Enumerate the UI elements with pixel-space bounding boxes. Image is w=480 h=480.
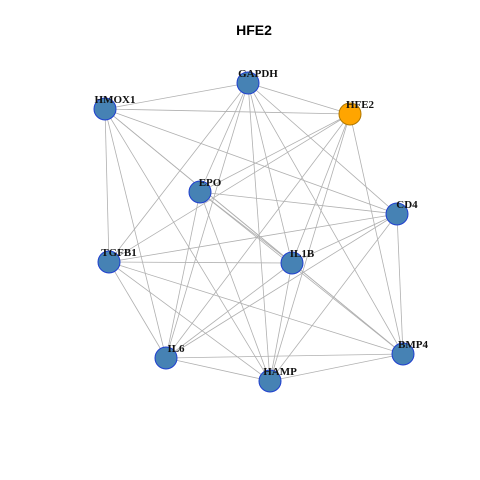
edge [247, 82, 398, 215]
edge [108, 261, 167, 359]
node-label: IL6 [167, 343, 185, 355]
node [258, 369, 282, 393]
edge [269, 113, 351, 382]
edge [199, 191, 271, 382]
edge [165, 82, 249, 359]
edge [199, 82, 249, 193]
edge [396, 213, 404, 355]
edge [108, 261, 404, 355]
edge [165, 191, 201, 359]
node-label: CD4 [396, 199, 418, 211]
node [93, 97, 117, 121]
edge [165, 113, 351, 359]
edge [104, 108, 167, 359]
edge [104, 82, 249, 110]
node [236, 71, 260, 95]
edge [349, 113, 404, 355]
node-label: IL1B [290, 248, 315, 260]
node-label: TGFB1 [101, 247, 136, 259]
node-label: GAPDH [238, 68, 278, 80]
node [338, 102, 362, 126]
edge [165, 213, 398, 359]
edge [269, 353, 404, 382]
node-label: HFE2 [346, 99, 375, 111]
node-label: HAMP [263, 366, 297, 378]
node [280, 251, 304, 275]
node [391, 342, 415, 366]
edge [247, 82, 404, 355]
title: HFE2 [236, 22, 272, 38]
edge [104, 108, 351, 115]
edge [104, 108, 398, 215]
edge [199, 191, 293, 264]
edge [247, 82, 271, 382]
node-label: BMP4 [398, 339, 428, 351]
edge [165, 353, 404, 359]
edge [247, 82, 351, 115]
nodes: GAPDH HMOX1 HFE2 EPO CD4 TGFB1 IL1B IL6 BMP4 HAMP [93, 68, 428, 393]
node [97, 250, 121, 274]
edge [269, 262, 293, 382]
node-label: HMOX1 [95, 94, 136, 106]
edge [199, 191, 398, 215]
node [385, 202, 409, 226]
edge [104, 108, 271, 382]
edges [104, 82, 404, 382]
edge [165, 357, 271, 382]
edge [108, 261, 293, 264]
node [154, 346, 178, 370]
edge [291, 262, 404, 355]
edge [108, 213, 398, 263]
edge [108, 113, 351, 263]
edge [104, 108, 110, 263]
edge [199, 113, 351, 193]
node [188, 180, 212, 204]
edge [165, 262, 293, 359]
edge [291, 113, 351, 264]
edge [199, 191, 404, 355]
node-label: EPO [199, 177, 222, 189]
edge [108, 261, 271, 382]
edge [291, 213, 398, 264]
edge [108, 82, 249, 263]
